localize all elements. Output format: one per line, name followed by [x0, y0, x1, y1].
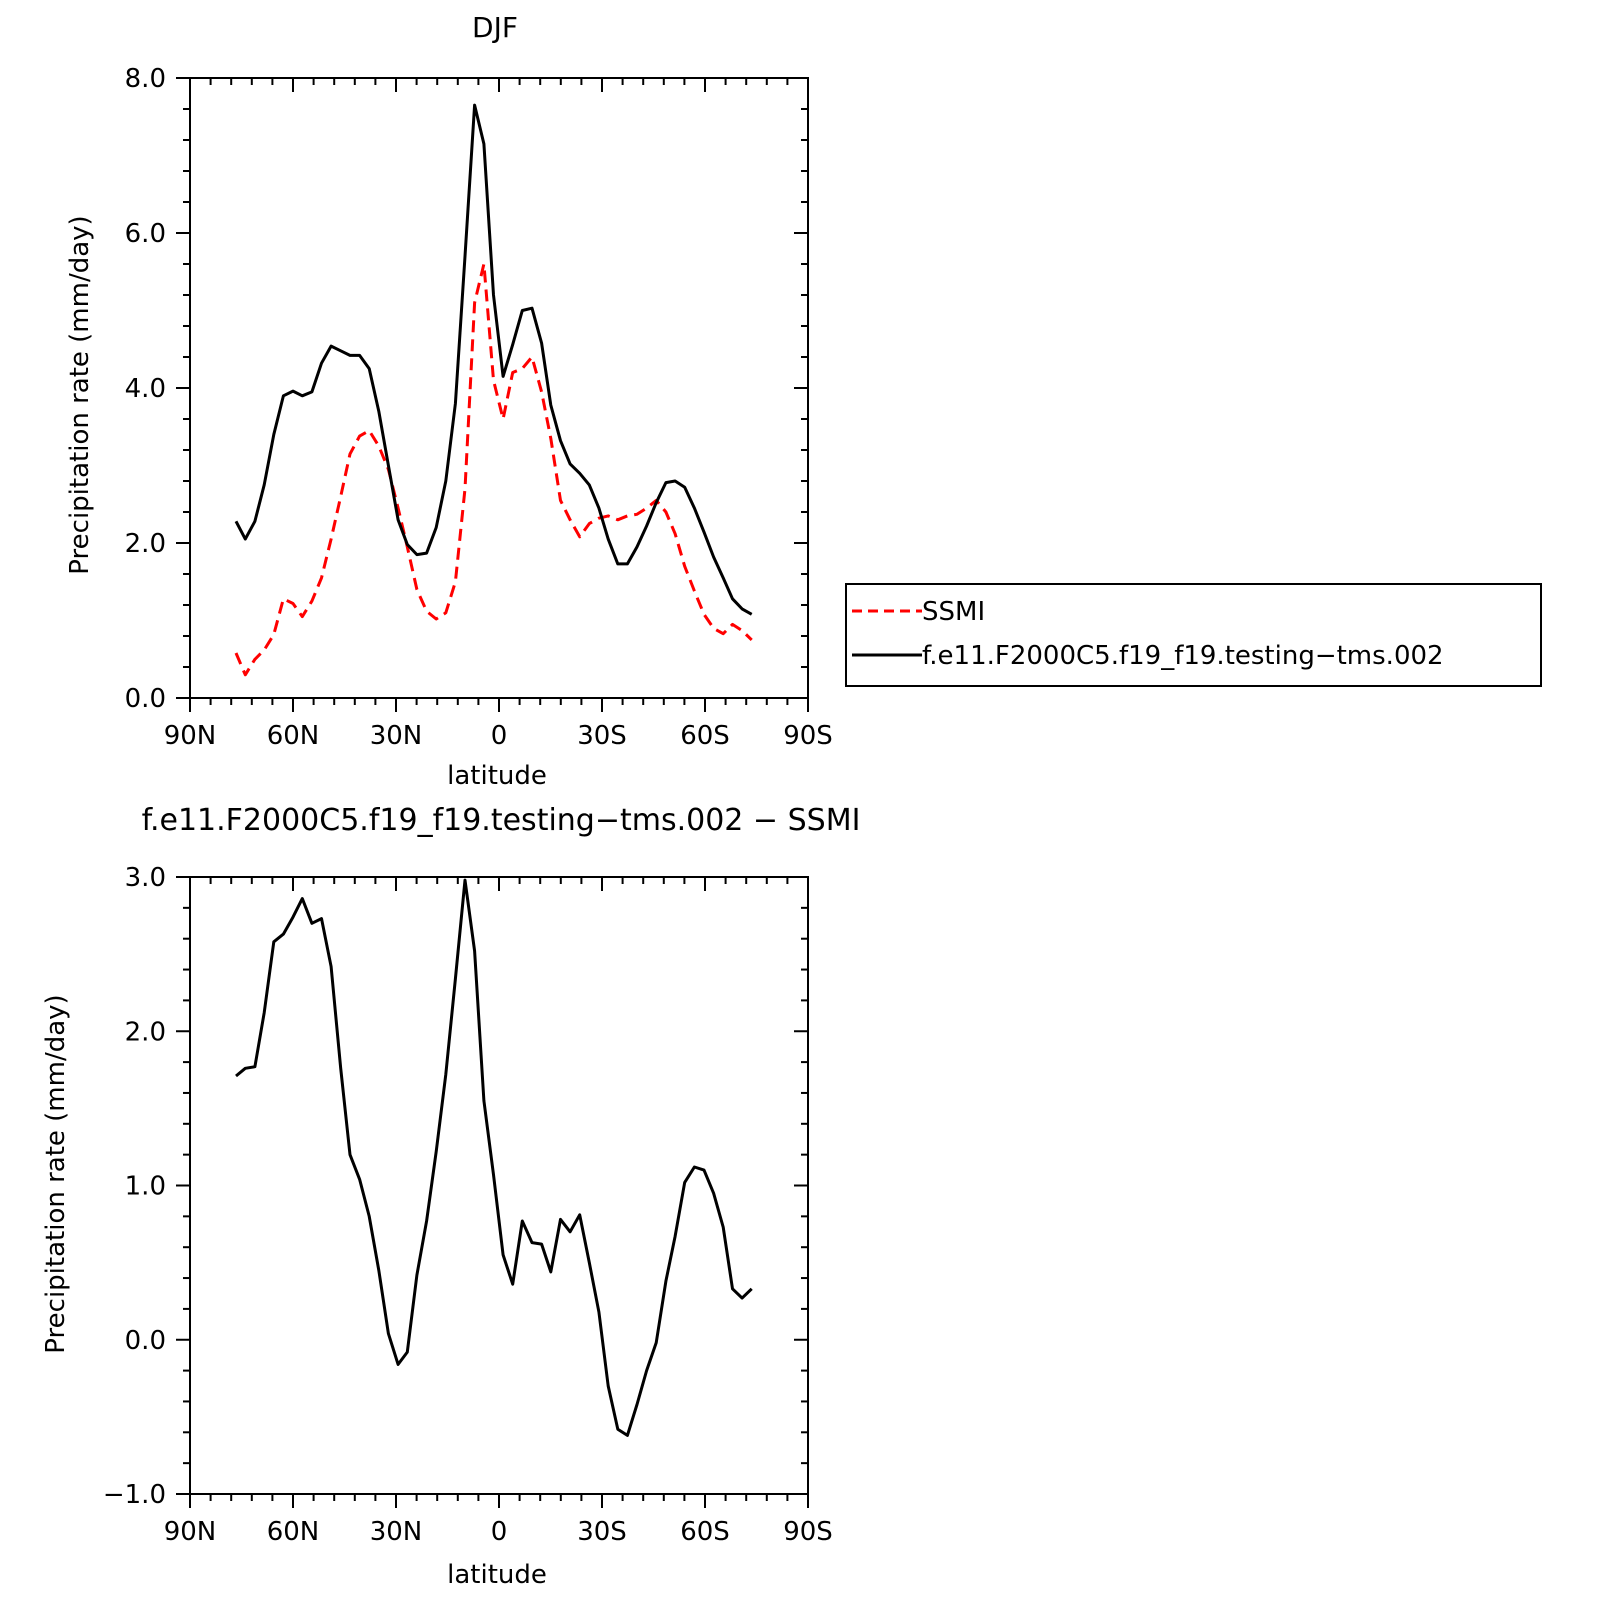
top-ytick-label: 0.0 — [125, 684, 166, 714]
top-xtick-label: 60N — [267, 721, 320, 751]
bottom-xtick-label: 60S — [680, 1517, 730, 1547]
panel-top-series — [234, 103, 753, 677]
top-xtick-label: 0 — [491, 721, 508, 751]
legend-model-label: f.e11.F2000C5.f19_f19.testing−tms.002 — [922, 641, 1444, 671]
legend-box — [845, 583, 1542, 687]
top-series-line-1 — [234, 103, 753, 616]
bottom-ytick-label: 2.0 — [125, 1017, 166, 1047]
top-series-line-0 — [234, 262, 753, 677]
top-ytick-label: 8.0 — [125, 64, 166, 94]
bottom-ytick-label: 1.0 — [125, 1172, 166, 1202]
bottom-xtick-label: 30S — [577, 1517, 627, 1547]
panel-bottom: f.e11.F2000C5.f19_f19.testing−tms.002 − … — [41, 803, 860, 1590]
panel-top: DJF 90N 60N 30N 0 30S 60S 90S 0.0 2.0 4.0 6.0 8.0 P… — [65, 11, 1542, 791]
top-ytick-label: 2.0 — [125, 529, 166, 559]
top-xtick-label: 30S — [577, 721, 627, 751]
top-xtick-label: 60S — [680, 721, 730, 751]
top-xtick-label: 90S — [783, 721, 833, 751]
panel-top-ylabel: Precipitation rate (mm/day) — [65, 215, 95, 574]
panel-top-title: DJF — [472, 11, 518, 44]
panel-bottom-series — [235, 878, 753, 1437]
top-xtick-label: 30N — [370, 721, 423, 751]
top-ytick-label: 4.0 — [125, 374, 166, 404]
bottom-xtick-label: 30N — [370, 1517, 423, 1547]
top-ytick-label: 6.0 — [125, 219, 166, 249]
panel-top-axes: 90N 60N 30N 0 30S 60S 90S 0.0 2.0 4.0 6.0 8.0 — [125, 64, 833, 751]
bottom-series-line-0 — [235, 878, 753, 1437]
panel-bottom-xlabel: latitude — [447, 1560, 547, 1590]
bottom-xtick-label: 0 — [491, 1517, 508, 1547]
top-xtick-label: 90N — [164, 721, 217, 751]
bottom-xtick-label: 60N — [267, 1517, 320, 1547]
panel-top-xlabel: latitude — [447, 761, 547, 791]
legend-ssmi-label: SSMI — [922, 597, 985, 627]
bottom-ytick-label: 3.0 — [125, 863, 166, 893]
panel-bottom-ylabel: Precipitation rate (mm/day) — [41, 994, 71, 1353]
bottom-xtick-label: 90N — [164, 1517, 217, 1547]
bottom-ytick-label: −1.0 — [103, 1480, 166, 1510]
panel-bottom-title: f.e11.F2000C5.f19_f19.testing−tms.002 − … — [142, 803, 861, 838]
panel-bottom-axes: 90N 60N 30N 0 30S 60S 90S −1.0 0.0 1.0 2.0 3.0 — [103, 863, 833, 1547]
bottom-ytick-label: 0.0 — [125, 1326, 166, 1356]
bottom-plot-frame — [189, 876, 809, 1495]
bottom-xtick-label: 90S — [783, 1517, 833, 1547]
legend: SSMI f.e11.F2000C5.f19_f19.testing−tms.0… — [845, 583, 1542, 687]
